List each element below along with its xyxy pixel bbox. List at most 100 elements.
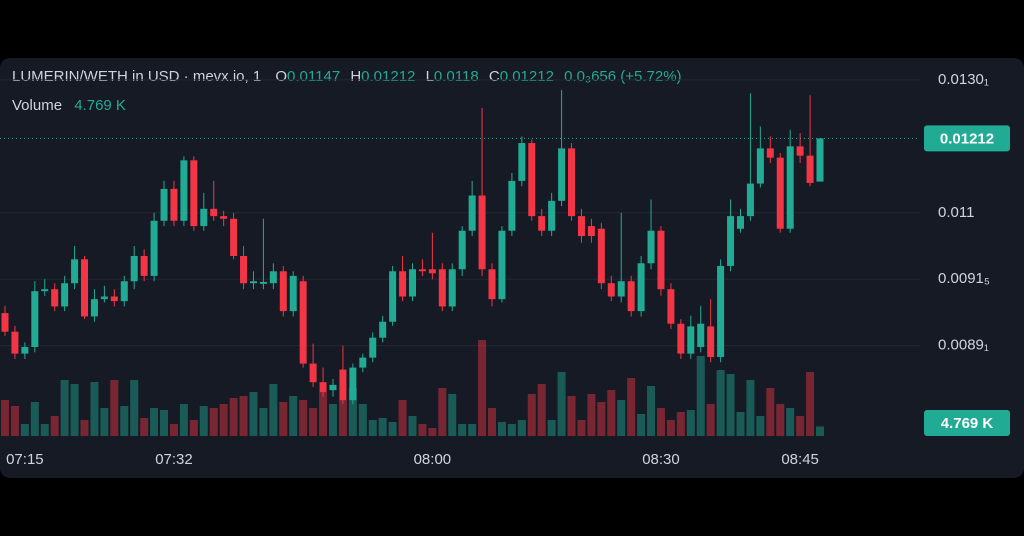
candle-body: [309, 363, 317, 383]
volume-bar: [140, 418, 149, 436]
chart-header: LUMERIN/WETH in USD · mevx.io, 1 O0.0114…: [12, 68, 682, 85]
candle-body: [776, 157, 784, 229]
candle-body: [657, 230, 665, 290]
candle-body: [766, 148, 774, 158]
candle-body: [746, 183, 754, 217]
volume-bar: [617, 400, 626, 436]
ohlc-value: 0.0118: [434, 68, 479, 85]
volume-bar: [249, 392, 258, 436]
candle-body: [528, 143, 536, 217]
candle-body: [577, 216, 585, 237]
candle-body: [259, 281, 267, 284]
volume-bar: [309, 408, 318, 436]
volume-value: 4.769 K: [74, 97, 126, 114]
candle-body: [220, 216, 228, 219]
candle-body: [587, 226, 595, 237]
candle-body: [637, 263, 645, 312]
volume-bar: [130, 380, 139, 436]
volume-bar: [120, 406, 129, 436]
volume-legend: Volume 4.769 K: [12, 97, 126, 114]
volume-bar: [716, 370, 725, 436]
candle-body: [697, 323, 705, 347]
volume-badge-label: 4.769 K: [941, 415, 994, 432]
volume-bar: [448, 394, 457, 436]
candle-body: [110, 296, 118, 302]
volume-bar: [438, 388, 447, 436]
volume-bar: [368, 420, 377, 436]
volume-bar: [557, 372, 566, 436]
candle-body: [478, 195, 486, 270]
volume-bar: [338, 400, 347, 436]
ohlc-label: C: [489, 68, 500, 85]
volume-bar: [806, 372, 815, 436]
candle-body: [329, 384, 337, 391]
volume-bar: [279, 402, 288, 436]
volume-bar: [726, 374, 735, 436]
volume-bar: [696, 356, 705, 436]
volume-bar: [408, 416, 417, 436]
candle-body: [568, 148, 576, 217]
candle-body: [468, 195, 476, 231]
candle-body: [428, 269, 436, 274]
candle-body: [1, 313, 9, 332]
volume-bar: [50, 416, 59, 436]
candle-body: [90, 299, 98, 317]
volume-bar: [70, 384, 79, 436]
y-tick-label: 0.0130₁: [938, 71, 989, 88]
volume-bar: [229, 398, 238, 436]
candle-body: [488, 269, 496, 300]
candle-body: [538, 216, 546, 231]
volume-badge: [924, 410, 1010, 436]
ohlc-label: L: [426, 68, 434, 85]
candle-body: [786, 146, 794, 229]
volume-bar: [90, 382, 99, 436]
candle-body: [130, 255, 138, 282]
candle-body: [756, 148, 764, 184]
ohlc-label: O: [275, 68, 287, 85]
candle-body: [707, 326, 715, 357]
candle-body: [61, 283, 69, 307]
candle-body: [289, 275, 297, 312]
ohlc-value: 0.01147: [287, 68, 340, 85]
volume-bar: [766, 388, 775, 436]
candle-body: [409, 269, 416, 297]
candle-body: [31, 291, 39, 347]
candle-body: [736, 216, 744, 229]
candle-body: [319, 382, 327, 393]
candle-body: [230, 218, 238, 256]
candle-body: [518, 143, 526, 181]
volume-bar: [169, 424, 178, 436]
candle-body: [558, 148, 566, 201]
volume-bar: [60, 380, 69, 436]
y-tick-label: 0.011: [938, 204, 974, 221]
candle-body: [120, 281, 128, 302]
candle-body: [41, 289, 49, 292]
volume-bar: [299, 400, 308, 436]
volume-bar: [746, 380, 755, 436]
volume-bar: [388, 422, 397, 436]
volume-bar: [209, 408, 218, 436]
candle-body: [647, 230, 655, 264]
x-tick-label: 08:00: [414, 451, 452, 468]
candle-body: [667, 289, 675, 324]
candle-body: [607, 283, 615, 297]
volume-bar: [517, 420, 526, 436]
volume-bar: [189, 420, 198, 436]
x-tick-label: 07:32: [155, 451, 193, 468]
volume-bar: [328, 404, 337, 436]
volume-bar: [80, 420, 89, 436]
volume-bar: [219, 404, 228, 436]
candle-body: [498, 230, 506, 300]
volume-bar: [348, 388, 357, 436]
candle-body: [359, 357, 367, 368]
volume-bar: [428, 428, 437, 436]
chart-title: LUMERIN/WETH in USD · mevx.io, 1: [12, 68, 261, 85]
volume-bar: [627, 378, 636, 436]
volume-bar: [468, 424, 477, 436]
candle-body: [210, 208, 218, 217]
volume-name: Volume: [12, 97, 62, 114]
volume-bar: [1, 400, 9, 436]
candle-body: [180, 160, 188, 221]
